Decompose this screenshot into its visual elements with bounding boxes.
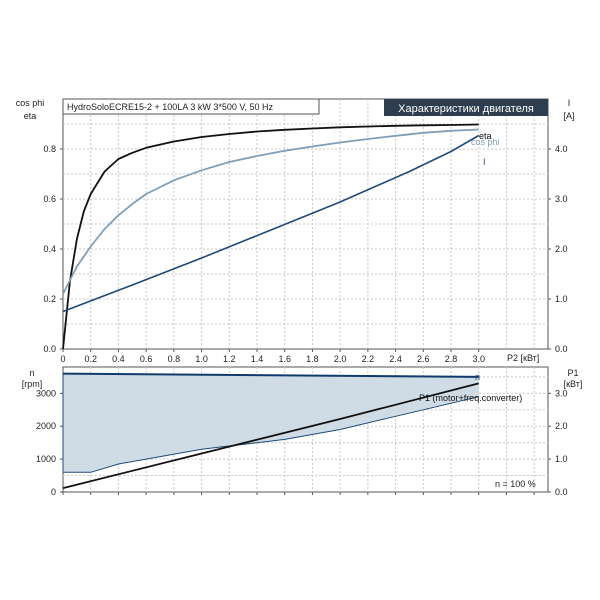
top-series — [62, 123, 480, 350]
eta-curve-label: eta — [479, 131, 492, 141]
x-tick-label: 1.2 — [223, 354, 236, 364]
top-ticks: 0 0.2 0.4 0.6 0.8 1.0 1.2 1.4 1.6 1.8 2.0 2.2 2.4 2.6… — [43, 144, 567, 364]
series-p1 — [62, 382, 479, 489]
y-left-label-n: n — [29, 368, 34, 378]
header-badge: Характеристики двигателя — [398, 103, 534, 115]
y-left-tick-label: 0.4 — [43, 244, 56, 254]
y-right-tick-label: 0.0 — [555, 344, 568, 354]
series-n — [62, 372, 479, 378]
series-i — [62, 134, 480, 313]
bottom-y-left-tick-label: 1000 — [36, 454, 56, 464]
x-tick-label: 0.6 — [140, 354, 153, 364]
x-tick-label: 0 — [60, 354, 65, 364]
y-right-label-kw: [кВт] — [564, 379, 583, 389]
bottom-series — [62, 372, 479, 489]
y-right-tick-label: 3.0 — [555, 194, 568, 204]
y-left-tick-label: 0.6 — [43, 194, 56, 204]
x-tick-label: 2.4 — [389, 354, 402, 364]
bottom-ticks: 0 1000 2000 3000 0.0 1.0 2.0 3.0 — [36, 388, 568, 497]
operating-area — [63, 373, 479, 473]
y-left-label-eta: eta — [24, 111, 37, 121]
y-left-label-rpm: [rpm] — [22, 379, 43, 389]
x-axis-label: P2 [кВт] — [507, 353, 539, 363]
bottom-y-right-tick-label: 0.0 — [555, 487, 568, 497]
header-badge-bg — [384, 99, 548, 116]
y-right-tick-label: 1.0 — [555, 294, 568, 304]
bottom-y-left-tick-label: 0 — [51, 487, 56, 497]
bottom-y-right-tick-label: 1.0 — [555, 454, 568, 464]
x-tick-label: 1.0 — [195, 354, 208, 364]
x-tick-label: 2.0 — [334, 354, 347, 364]
y-left-tick-label: 0.0 — [43, 344, 56, 354]
bottom-y-left-tick-label: 3000 — [36, 388, 56, 398]
bottom-y-right-tick-label: 2.0 — [555, 421, 568, 431]
top-panel: 0 0.2 0.4 0.6 0.8 1.0 1.2 1.4 1.6 1.8 2.0 2.2 2.4 2.6… — [16, 98, 575, 364]
x-tick-label: 2.8 — [445, 354, 458, 364]
bottom-panel: 0 1000 2000 3000 0.0 1.0 2.0 3.0 n [rpm] P1 [кВ… — [22, 366, 583, 497]
y-right-label-unit: [A] — [563, 111, 574, 121]
speed-curve-label: n — [475, 372, 480, 382]
bottom-y-right-tick-label: 3.0 — [555, 388, 568, 398]
bottom-y-left-tick-label: 2000 — [36, 421, 56, 431]
top-grid — [63, 99, 548, 349]
y-right-label-p1: P1 — [567, 368, 578, 378]
title-box-frame — [62, 98, 320, 115]
x-tick-label: 2.2 — [362, 354, 375, 364]
x-tick-label: 2.6 — [417, 354, 430, 364]
p1-curve-label: P1 (motor+freq.converter) — [419, 393, 522, 403]
x-tick-label: 1.4 — [251, 354, 264, 364]
x-tick-label: 0.2 — [84, 354, 97, 364]
series-cos-phi — [62, 128, 479, 295]
y-left-label-cosphi: cos phi — [16, 98, 45, 108]
x-tick-label: 0.4 — [112, 354, 125, 364]
x-tick-label: 1.8 — [306, 354, 319, 364]
series-n-min — [63, 396, 479, 473]
y-left-tick-label: 0.8 — [43, 144, 56, 154]
title-box: HydroSoloECRE15-2 + 100LA 3 kW 3*500 V, … — [67, 102, 274, 112]
y-left-tick-label: 0.2 — [43, 294, 56, 304]
y-right-tick-label: 2.0 — [555, 244, 568, 254]
current-curve-label: I — [483, 157, 486, 167]
speed-percent-note: n = 100 % — [495, 479, 536, 489]
x-tick-label: 1.6 — [278, 354, 291, 364]
y-right-label-current: I — [568, 98, 571, 108]
y-right-tick-label: 4.0 — [555, 144, 568, 154]
x-tick-label: 0.8 — [168, 354, 181, 364]
series-eta — [62, 123, 479, 350]
x-tick-label: 3.0 — [472, 354, 485, 364]
cosphi-curve-label: cos phi — [471, 137, 500, 147]
